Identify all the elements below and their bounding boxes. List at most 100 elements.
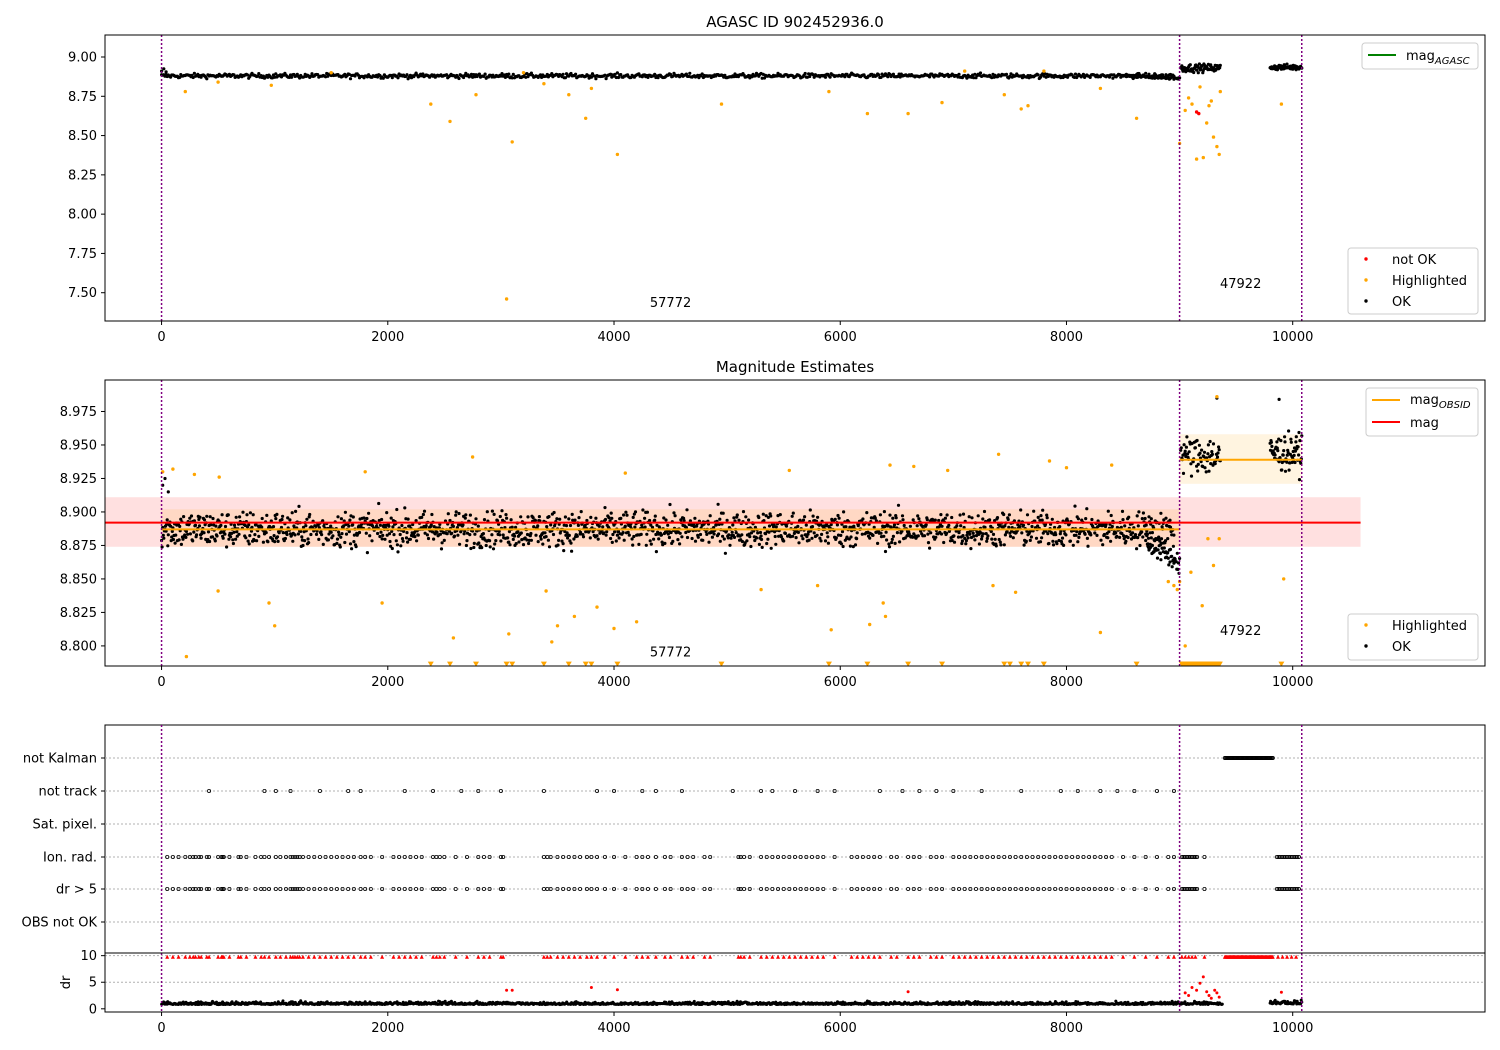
dr-gt-5-marker (1036, 887, 1041, 892)
ok-point (1038, 540, 1043, 544)
ok-point (766, 537, 770, 541)
ok-point (426, 536, 431, 541)
not-track-marker (1075, 789, 1080, 794)
ok-point (650, 525, 655, 530)
ok-point (900, 529, 904, 533)
ok-point (825, 531, 829, 535)
ok-point (764, 532, 768, 536)
ok-point (595, 534, 599, 538)
ok-point (1135, 547, 1139, 551)
ok-point (226, 513, 230, 517)
ok-point (1110, 524, 1114, 529)
ok-point (331, 534, 335, 538)
dr-gt-5-marker (368, 887, 373, 892)
ok-point (1206, 443, 1210, 447)
x-tick-label: 2000 (371, 675, 404, 690)
ok-point (395, 507, 399, 512)
ok-point (698, 532, 703, 537)
ion-rad-marker (764, 855, 769, 860)
ok-point (339, 535, 343, 539)
ok-point (1141, 511, 1145, 515)
ok-point (637, 542, 641, 547)
highlighted-point (1205, 121, 1209, 125)
ok-point (170, 529, 174, 534)
ok-point (1127, 515, 1131, 519)
ok-point (1073, 72, 1078, 76)
ion-rad-marker (906, 855, 911, 860)
ok-point (307, 515, 311, 519)
ok-point (568, 523, 573, 528)
ok-point (1187, 450, 1191, 454)
ok-point (376, 531, 380, 536)
ok-point (759, 534, 763, 538)
ok-point (390, 76, 394, 80)
ion-rad-marker (176, 855, 181, 860)
dr-gt-5-marker (561, 887, 566, 892)
ok-point (640, 523, 644, 527)
ok-point (829, 523, 833, 527)
ok-point (924, 523, 928, 527)
ok-point (1289, 440, 1293, 444)
ion-rad-marker (1092, 855, 1097, 860)
ok-point (430, 512, 434, 517)
not-track-marker (653, 789, 658, 794)
ok-point (1270, 444, 1274, 448)
dr-gt-5-marker (464, 887, 469, 892)
ion-rad-marker (781, 855, 786, 860)
legend-box (1347, 247, 1479, 315)
ok-point (957, 72, 961, 76)
ok-point (1020, 531, 1024, 535)
ok-point (841, 544, 845, 549)
ok-point (423, 531, 427, 535)
ok-point (653, 518, 657, 522)
ok-point (161, 533, 165, 537)
ok-point (1181, 69, 1185, 73)
ok-point (766, 515, 771, 520)
not-kalman-marker (1270, 756, 1275, 761)
y-tick-label: 8.950 (60, 438, 97, 453)
highlighted-point (1215, 144, 1219, 149)
ok-point (801, 537, 805, 541)
ok-point (1193, 446, 1197, 450)
ok-point (947, 523, 951, 528)
dr-point (475, 999, 479, 1003)
flag-row-label: not Kalman (23, 752, 97, 767)
ok-point (994, 544, 998, 548)
ok-point (303, 539, 307, 543)
ok-point (550, 72, 554, 76)
ok-point (601, 525, 605, 529)
ok-point (693, 516, 697, 520)
ok-point (514, 542, 518, 546)
dr-gt-5-marker (979, 887, 984, 892)
ok-point (1167, 563, 1171, 567)
ok-point (1009, 72, 1013, 76)
dr-gt-5-marker (498, 887, 503, 892)
ok-point (614, 539, 618, 543)
ion-rad-marker (877, 855, 882, 860)
ion-rad-marker (501, 855, 506, 860)
dr-gt-5-marker (1202, 887, 1207, 892)
ok-point (1131, 531, 1135, 535)
ok-point (1150, 531, 1154, 535)
ok-point (995, 516, 1000, 520)
ok-point (760, 545, 764, 550)
ok-point (272, 534, 276, 538)
not-track-marker (317, 789, 322, 794)
ok-point (344, 532, 349, 536)
ion-rad-marker (934, 855, 939, 860)
ok-point (960, 541, 964, 546)
ok-point (690, 536, 694, 541)
ok-point (1120, 509, 1125, 513)
ok-point (183, 533, 187, 537)
ok-point (928, 75, 932, 79)
ok-point (456, 533, 460, 537)
ok-point (1210, 450, 1214, 454)
ok-point (649, 542, 653, 546)
ok-point (1211, 66, 1216, 70)
ok-point (668, 502, 672, 507)
highlighted-point (451, 636, 456, 640)
ok-point (1196, 71, 1200, 75)
ok-point (760, 76, 764, 80)
ok-point (555, 517, 559, 521)
ion-rad-marker (397, 855, 402, 860)
